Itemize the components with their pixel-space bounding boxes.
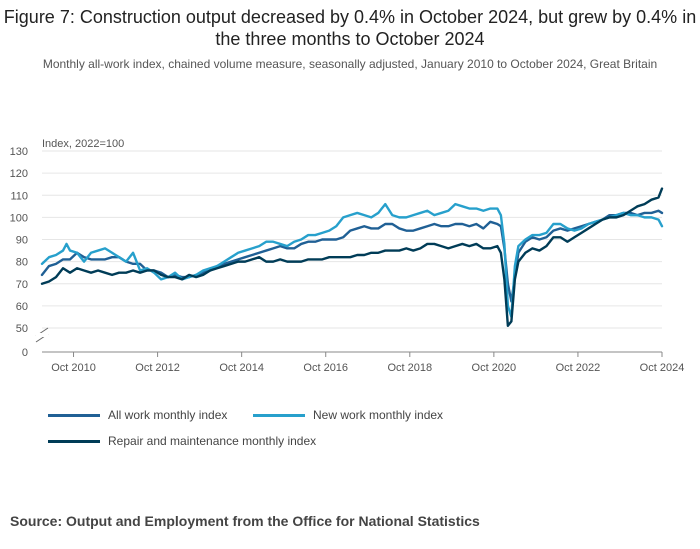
y-tick-label: 0 bbox=[22, 347, 28, 359]
x-tick-label: Oct 2012 bbox=[135, 362, 180, 374]
y-tick-label: 120 bbox=[10, 168, 28, 180]
y-tick-label: 80 bbox=[16, 257, 28, 269]
y-tick-label: 110 bbox=[10, 190, 28, 202]
x-tick-label: Oct 2018 bbox=[387, 362, 432, 374]
legend-item-new-work[interactable]: New work monthly index bbox=[253, 408, 443, 422]
y-tick-label: 50 bbox=[16, 323, 28, 335]
y-tick-label: 100 bbox=[10, 212, 28, 224]
x-tick-label: Oct 2014 bbox=[219, 362, 264, 374]
legend-swatch-new-work bbox=[253, 413, 305, 417]
chart-subtitle: Monthly all-work index, chained volume m… bbox=[42, 57, 658, 71]
x-tick-label: Oct 2020 bbox=[472, 362, 517, 374]
series-line-repair bbox=[40, 187, 664, 327]
source-note: Source: Output and Employment from the O… bbox=[10, 513, 480, 529]
legend-label-new-work: New work monthly index bbox=[313, 408, 444, 422]
axes: 0 50 60 70 80 90 100 110 120 130 Oct 2010 Oct 2012 O… bbox=[10, 146, 685, 374]
legend-label-all-work: All work monthly index bbox=[108, 408, 228, 422]
legend-swatch-all-work bbox=[48, 413, 100, 417]
y-tick-label: 70 bbox=[16, 279, 28, 291]
y-tick-label: 130 bbox=[10, 146, 28, 158]
legend-item-all-work[interactable]: All work monthly index bbox=[48, 408, 227, 422]
series-line-new bbox=[40, 202, 664, 319]
chart-title: Figure 7: Construction output decreased … bbox=[3, 7, 697, 49]
y-tick-label: 60 bbox=[16, 301, 28, 313]
y-tick-label: 90 bbox=[16, 235, 28, 247]
series-lines bbox=[40, 187, 664, 327]
legend-label-repair: Repair and maintenance monthly index bbox=[108, 434, 317, 448]
x-tick-label: Oct 2010 bbox=[51, 362, 96, 374]
x-tick-label: Oct 2022 bbox=[556, 362, 601, 374]
legend-item-repair[interactable]: Repair and maintenance monthly index bbox=[48, 434, 316, 448]
x-tick-label: Oct 2024 bbox=[640, 362, 685, 374]
gridlines bbox=[42, 150, 662, 329]
axis-break-gap bbox=[36, 333, 48, 337]
x-tick-label: Oct 2016 bbox=[303, 362, 348, 374]
y-axis-label: Index, 2022=100 bbox=[42, 138, 124, 150]
legend-swatch-repair bbox=[48, 439, 100, 443]
